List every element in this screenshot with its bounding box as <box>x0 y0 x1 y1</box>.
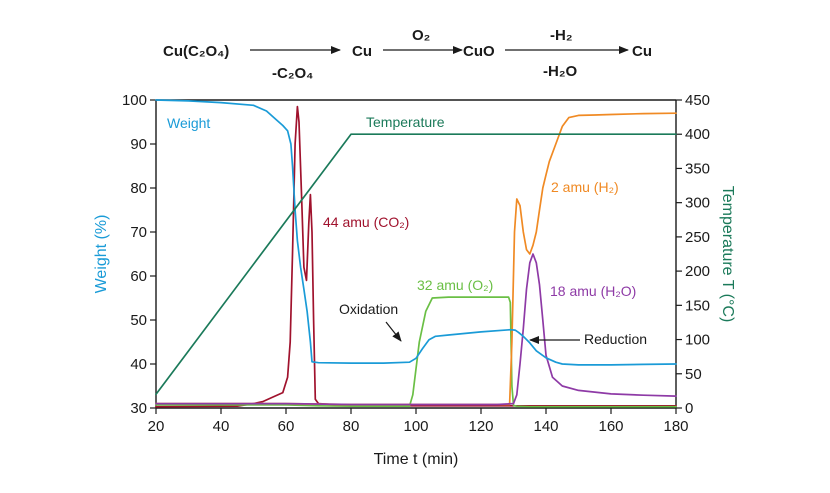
scheme-product-1: Cu <box>352 43 372 60</box>
scheme-step2-gas: O₂ <box>412 27 430 44</box>
series-line-temperature <box>155 133 677 396</box>
oxidation-label: Oxidation <box>339 301 398 317</box>
o2-series-label: 32 amu (O₂) <box>417 277 493 293</box>
y-left-tick-label: 80 <box>130 180 147 197</box>
x-tick-label: 180 <box>663 418 688 435</box>
y-left-tick-label: 70 <box>130 224 147 241</box>
x-tick-label: 60 <box>278 418 295 435</box>
plot-frame <box>155 99 677 409</box>
reaction-scheme: Cu(C₂O₄) -C₂O₄ Cu O₂ CuO -H₂ -H₂O Cu <box>163 27 652 82</box>
y-left-tick-label: 60 <box>130 268 147 285</box>
x-tick-label: 80 <box>343 418 360 435</box>
y-right-tick-label: 150 <box>685 297 710 314</box>
y-right-tick-label: 50 <box>685 366 702 383</box>
series-line-co2 <box>155 105 677 408</box>
x-tick-label: 120 <box>468 418 493 435</box>
scheme-product-3: Cu <box>632 43 652 60</box>
y-left-tick-label: 40 <box>130 356 147 373</box>
y-right-axis-title: Temperature T (°C) <box>719 186 736 323</box>
y-right-tick-label: 100 <box>685 332 710 349</box>
y-left-tick-label: 90 <box>130 136 147 153</box>
scheme-step3-gas: -H₂ <box>550 27 573 44</box>
x-tick-label: 20 <box>148 418 165 435</box>
data-series <box>155 99 677 408</box>
series-line-o2 <box>155 296 677 408</box>
y-right-tick-label: 400 <box>685 126 710 143</box>
axis-ticks: 20 40 60 80 100 120 140 160 180 30 40 50 60 70 80 90 100… <box>122 92 710 435</box>
oxidation-arrow <box>385 321 402 342</box>
y-left-tick-label: 100 <box>122 92 147 109</box>
y-right-tick-label: 0 <box>685 400 693 417</box>
scheme-step1-loss: -C₂O₄ <box>272 65 313 82</box>
h2o-series-label: 18 amu (H₂O) <box>550 283 636 299</box>
x-tick-label: 40 <box>213 418 230 435</box>
scheme-reactant: Cu(C₂O₄) <box>163 43 229 60</box>
series-line-h2 <box>155 112 677 406</box>
x-tick-label: 160 <box>598 418 623 435</box>
y-right-tick-label: 350 <box>685 160 710 177</box>
co2-series-label: 44 amu (CO₂) <box>323 214 409 230</box>
y-right-tick-label: 300 <box>685 195 710 212</box>
weight-series-label: Weight <box>167 115 210 131</box>
series-line-weight <box>155 99 677 366</box>
scheme-step3-loss: -H₂O <box>543 63 577 80</box>
y-right-tick-label: 200 <box>685 263 710 280</box>
scheme-product-2: CuO <box>463 43 495 60</box>
reduction-label: Reduction <box>584 331 647 347</box>
y-left-axis-title: Weight (%) <box>93 215 110 294</box>
y-left-tick-label: 50 <box>130 312 147 329</box>
y-right-tick-label: 450 <box>685 92 710 109</box>
temperature-series-label: Temperature <box>366 114 445 130</box>
x-tick-label: 140 <box>533 418 558 435</box>
x-tick-label: 100 <box>403 418 428 435</box>
x-axis-title: Time t (min) <box>374 451 459 468</box>
h2-series-label: 2 amu (H₂) <box>551 179 619 195</box>
y-left-tick-label: 30 <box>130 400 147 417</box>
y-right-tick-label: 250 <box>685 229 710 246</box>
series-line-h2o <box>155 253 677 406</box>
